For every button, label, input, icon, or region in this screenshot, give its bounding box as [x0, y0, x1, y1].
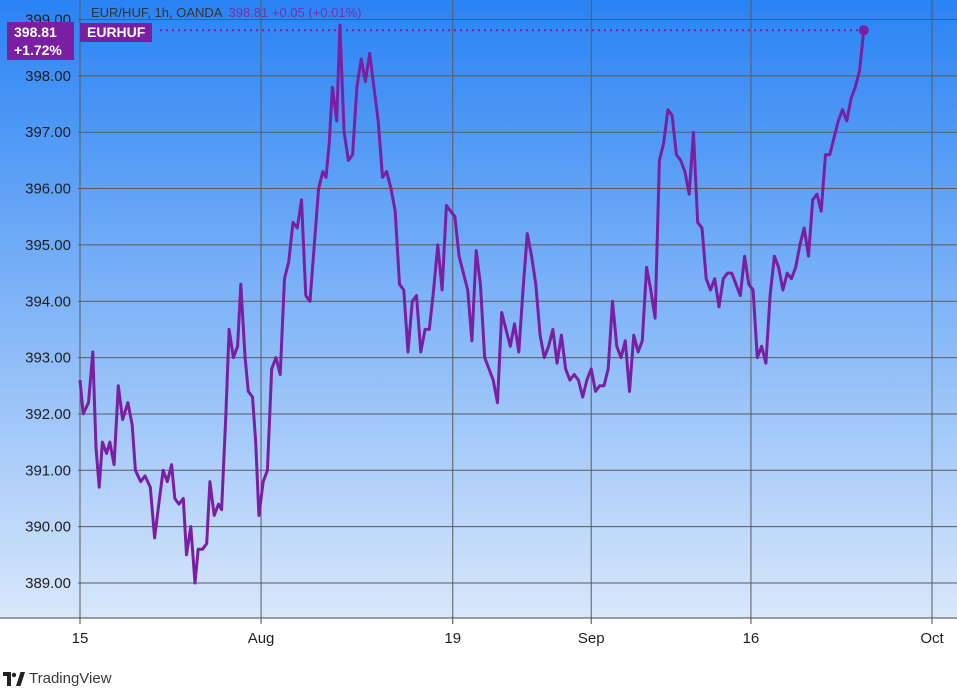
grid-lines [78, 0, 957, 618]
y-tick-label: 395.00 [25, 237, 71, 254]
price-values: 398.81 +0.05 (+0.01%) [228, 5, 362, 20]
x-tick-label: Oct [920, 630, 944, 647]
chart-header: EUR/HUF, 1h, OANDA 398.81 +0.05 (+0.01%) [91, 5, 361, 20]
y-tick-label: 397.00 [25, 124, 71, 141]
x-tick-label: Aug [248, 630, 275, 647]
plot-background [0, 0, 957, 618]
last-price-marker [858, 25, 869, 36]
x-tick-label: 15 [72, 630, 89, 647]
series-line-eurhuf[interactable] [78, 23, 866, 585]
y-axis-ticks: 389.00 390.00 391.00 392.00 393.00 394.00 395.… [25, 12, 71, 593]
footer-branding[interactable]: TradingView [3, 670, 112, 687]
x-tick-label: 19 [444, 630, 461, 647]
last-price-value: 398.81 [14, 24, 57, 40]
y-tick-label: 389.00 [25, 575, 71, 592]
y-tick-label: 394.00 [25, 293, 71, 310]
y-tick-label: 393.00 [25, 350, 71, 367]
y-tick-label: 398.00 [25, 68, 71, 85]
symbol-label: EURHUF [80, 23, 153, 42]
x-tick-label: 16 [743, 630, 760, 647]
tradingview-logo-icon [3, 671, 25, 686]
x-tick-label: Sep [578, 630, 605, 647]
y-tick-label: 396.00 [25, 181, 71, 198]
x-axis-ticks: 15 Aug 19 Sep 16 Oct [72, 618, 944, 647]
y-tick-label: 391.00 [25, 462, 71, 479]
tradingview-brand-text: TradingView [29, 670, 112, 687]
last-price-change: +1.72% [14, 42, 62, 58]
y-tick-label: 392.00 [25, 406, 71, 423]
symbol-title: EUR/HUF, 1h, OANDA [91, 5, 223, 20]
last-price-label: 398.81 +1.72% [7, 22, 74, 60]
y-tick-label: 390.00 [25, 519, 71, 536]
